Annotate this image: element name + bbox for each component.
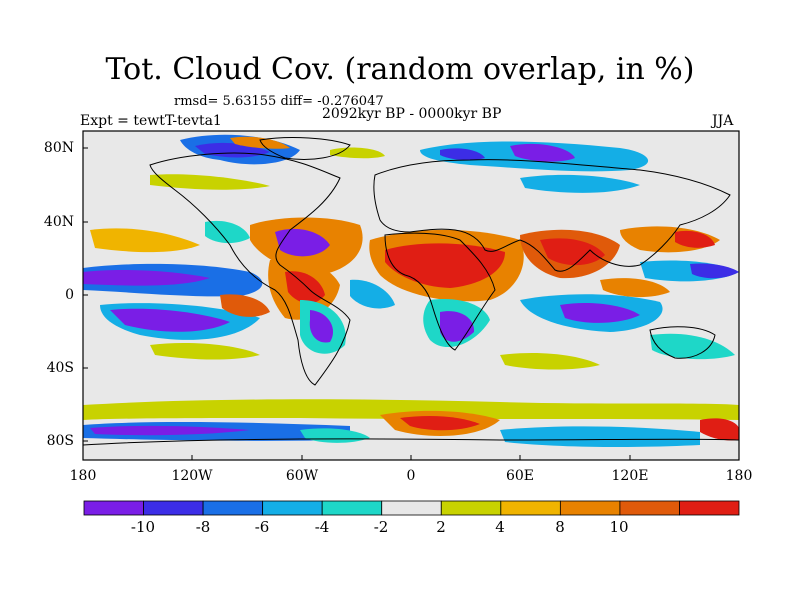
- colorbar-label: 10: [609, 518, 629, 536]
- y-tick-label: 40S: [46, 360, 74, 376]
- colorbar-box: [202, 500, 264, 516]
- colorbar-box: [679, 500, 740, 516]
- x-tick-label: 180: [69, 468, 97, 484]
- colorbar-box: [559, 500, 621, 516]
- x-tick-label: 120W: [171, 468, 213, 484]
- x-tick-label: 180: [725, 468, 753, 484]
- x-tick-label: 60W: [285, 468, 319, 484]
- y-tick-label: 80S: [46, 433, 74, 449]
- axis-ticks: [82, 147, 740, 460]
- colorbar-label: -10: [130, 518, 156, 536]
- colorbar-box: [262, 500, 323, 516]
- y-tick-label: 80N: [43, 140, 74, 156]
- colorbar-label: 8: [555, 518, 565, 536]
- colorbar-box: [381, 500, 442, 516]
- colorbar-box: [143, 500, 204, 516]
- colorbar-label: -4: [314, 518, 330, 536]
- season-label: JJA: [712, 113, 734, 129]
- stats-text: rmsd= 5.63155 diff= -0.276047: [174, 94, 384, 109]
- colorbar-box: [83, 500, 144, 516]
- colorbar: [83, 500, 740, 516]
- coastlines: [83, 137, 739, 446]
- colorbar-box: [619, 500, 680, 516]
- colorbar-label: -6: [254, 518, 270, 536]
- colorbar-box: [321, 500, 383, 516]
- x-tick-label: 0: [406, 468, 416, 484]
- period-text: 2092kyr BP - 0000kyr BP: [322, 106, 502, 122]
- y-tick-label: 0: [65, 287, 74, 303]
- plot-title: Tot. Cloud Cov. (random overlap, in %): [105, 52, 695, 87]
- colorbar-label: -8: [195, 518, 211, 536]
- colorbar-box: [500, 500, 561, 516]
- x-tick-label: 60E: [505, 468, 535, 484]
- y-tick-label: 40N: [43, 214, 74, 230]
- colorbar-box: [440, 500, 502, 516]
- colorbar-label: 4: [495, 518, 505, 536]
- colorbar-label: 2: [436, 518, 446, 536]
- colorbar-label: -2: [373, 518, 389, 536]
- experiment-label: Expt = tewtT-tevta1: [80, 113, 222, 129]
- x-tick-label: 120E: [611, 468, 649, 484]
